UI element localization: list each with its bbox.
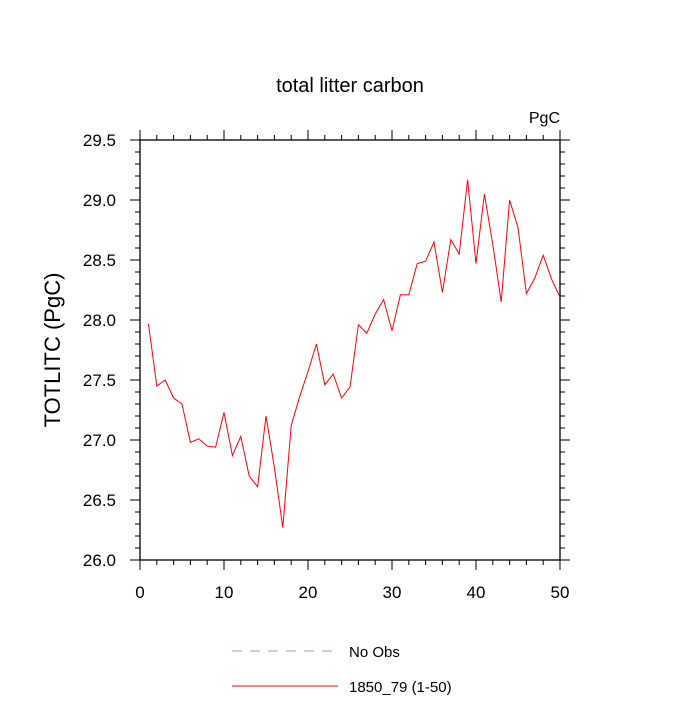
- data-point: [165, 379, 166, 380]
- data-point: [459, 253, 460, 254]
- series-line: [147, 179, 561, 528]
- data-point: [265, 415, 266, 416]
- x-tick-label: 0: [135, 583, 144, 602]
- x-tick-label: 30: [383, 583, 402, 602]
- data-point: [240, 436, 241, 437]
- data-point: [324, 384, 325, 385]
- data-point: [543, 255, 544, 256]
- series-layer: [147, 179, 561, 528]
- data-point: [207, 445, 208, 446]
- data-point: [509, 199, 510, 200]
- data-point: [433, 241, 434, 242]
- data-point: [484, 193, 485, 194]
- units-label: PgC: [529, 110, 560, 127]
- data-point: [408, 294, 409, 295]
- x-tick-label: 50: [551, 583, 570, 602]
- data-point: [501, 301, 502, 302]
- data-point: [341, 397, 342, 398]
- data-point: [198, 438, 199, 439]
- y-tick-label: 29.0: [83, 191, 116, 210]
- data-point: [249, 475, 250, 476]
- y-tick-label: 28.0: [83, 311, 116, 330]
- x-tick-label: 20: [299, 583, 318, 602]
- y-tick-label: 26.0: [83, 551, 116, 570]
- data-point: [257, 486, 258, 487]
- data-point: [274, 467, 275, 468]
- data-point: [475, 263, 476, 264]
- data-point: [232, 455, 233, 456]
- y-tick-label: 27.5: [83, 371, 116, 390]
- x-tick-label: 40: [467, 583, 486, 602]
- data-point: [417, 263, 418, 264]
- data-point: [391, 330, 392, 331]
- data-point: [358, 324, 359, 325]
- data-point: [526, 293, 527, 294]
- data-point: [551, 279, 552, 280]
- data-point: [148, 323, 149, 324]
- data-point: [559, 297, 560, 298]
- y-tick-label: 26.5: [83, 491, 116, 510]
- data-point: [223, 412, 224, 413]
- data-point: [282, 527, 283, 528]
- data-point: [517, 227, 518, 228]
- data-point: [442, 292, 443, 293]
- data-point: [375, 313, 376, 314]
- data-point: [190, 442, 191, 443]
- data-point: [349, 387, 350, 388]
- plot-frame: [139, 139, 561, 561]
- data-point: [299, 396, 300, 397]
- data-point: [450, 239, 451, 240]
- legend: No Obs 1850_79 (1-50): [232, 644, 452, 696]
- legend-label: 1850_79 (1-50): [349, 679, 452, 696]
- legend-label: No Obs: [349, 644, 400, 661]
- chart-title: total litter carbon: [276, 75, 424, 97]
- data-point: [534, 277, 535, 278]
- data-point: [366, 333, 367, 334]
- data-point: [467, 179, 468, 180]
- data-point: [156, 385, 157, 386]
- y-axis-label: TOTLITC (PgC): [40, 273, 65, 428]
- data-point: [181, 403, 182, 404]
- data-point: [307, 371, 308, 372]
- x-tick-label: 10: [215, 583, 234, 602]
- data-point: [215, 447, 216, 448]
- y-tick-label: 27.0: [83, 431, 116, 450]
- data-point: [425, 261, 426, 262]
- axis-ticks: [130, 130, 570, 570]
- data-point: [383, 299, 384, 300]
- data-point: [492, 244, 493, 245]
- axis-tick-labels: 0 10 20 30 40 50 26.0 26.5 27.0 27.5 28.0 28.5 29.0 2…: [83, 131, 570, 602]
- y-tick-label: 28.5: [83, 251, 116, 270]
- data-point: [400, 294, 401, 295]
- data-point: [173, 397, 174, 398]
- y-tick-label: 29.5: [83, 131, 116, 150]
- data-point: [316, 343, 317, 344]
- data-point: [333, 373, 334, 374]
- data-point: [291, 425, 292, 426]
